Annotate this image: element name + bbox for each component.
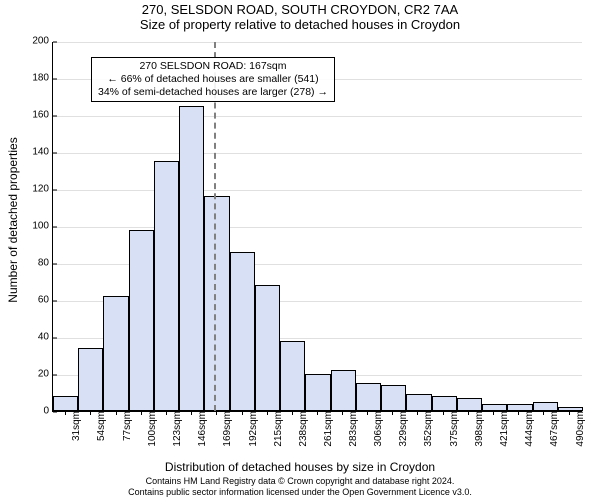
x-tick-mark	[443, 411, 444, 415]
x-tick-label: 31sqm	[69, 411, 82, 441]
histogram-bar	[280, 341, 305, 411]
y-tick-label: 20	[38, 369, 53, 380]
annotation-line-2: ← 66% of detached houses are smaller (54…	[98, 73, 328, 86]
x-tick-mark	[367, 411, 368, 415]
x-tick-mark	[292, 411, 293, 415]
histogram-bar	[507, 404, 532, 411]
histogram-bar	[406, 394, 431, 411]
grid-line	[53, 116, 582, 117]
y-tick-label: 180	[32, 73, 53, 84]
x-tick-label: 444sqm	[522, 411, 535, 447]
annotation-line-1: 270 SELSDON ROAD: 167sqm	[98, 60, 328, 73]
x-tick-label: 421sqm	[497, 411, 510, 447]
histogram-bar	[533, 402, 558, 411]
annotation-box: 270 SELSDON ROAD: 167sqm← 66% of detache…	[91, 57, 335, 102]
y-tick-label: 140	[32, 147, 53, 158]
histogram-bar	[53, 396, 78, 411]
x-tick-mark	[392, 411, 393, 415]
grid-line	[53, 153, 582, 154]
y-tick-label: 40	[38, 332, 53, 343]
x-tick-mark	[191, 411, 192, 415]
x-tick-label: 192sqm	[246, 411, 259, 447]
y-tick-label: 60	[38, 295, 53, 306]
x-axis-label: Distribution of detached houses by size …	[0, 460, 600, 474]
x-tick-mark	[90, 411, 91, 415]
x-tick-mark	[267, 411, 268, 415]
x-tick-mark	[417, 411, 418, 415]
x-tick-label: 146sqm	[195, 411, 208, 447]
x-tick-mark	[65, 411, 66, 415]
histogram-bar	[432, 396, 457, 411]
x-tick-label: 54sqm	[94, 411, 107, 441]
x-tick-mark	[493, 411, 494, 415]
x-tick-label: 238sqm	[296, 411, 309, 447]
footnote-line-1: Contains HM Land Registry data © Crown c…	[0, 476, 600, 487]
x-tick-label: 467sqm	[547, 411, 560, 447]
histogram-bar	[381, 385, 406, 411]
histogram-bar	[356, 383, 381, 411]
x-tick-label: 375sqm	[447, 411, 460, 447]
histogram-bar	[331, 370, 356, 411]
y-tick-label: 100	[32, 221, 53, 232]
histogram-bar	[179, 106, 204, 411]
x-tick-label: 329sqm	[396, 411, 409, 447]
x-tick-mark	[317, 411, 318, 415]
histogram-bar	[482, 404, 507, 411]
y-tick-label: 120	[32, 184, 53, 195]
grid-line	[53, 190, 582, 191]
x-tick-mark	[166, 411, 167, 415]
x-tick-label: 398sqm	[472, 411, 485, 447]
grid-line	[53, 227, 582, 228]
histogram-bar	[103, 296, 128, 411]
x-tick-label: 306sqm	[371, 411, 384, 447]
x-tick-mark	[216, 411, 217, 415]
x-tick-label: 215sqm	[271, 411, 284, 447]
x-tick-mark	[468, 411, 469, 415]
x-tick-label: 490sqm	[573, 411, 586, 447]
histogram-bar	[255, 285, 280, 411]
y-axis-label: Number of detached properties	[6, 137, 20, 302]
x-tick-mark	[242, 411, 243, 415]
footnote: Contains HM Land Registry data © Crown c…	[0, 476, 600, 498]
x-tick-mark	[116, 411, 117, 415]
x-tick-mark	[518, 411, 519, 415]
x-tick-label: 123sqm	[170, 411, 183, 447]
chart-title: 270, SELSDON ROAD, SOUTH CROYDON, CR2 7A…	[0, 2, 600, 17]
y-tick-label: 80	[38, 258, 53, 269]
histogram-bar	[129, 230, 154, 411]
x-tick-mark	[569, 411, 570, 415]
x-tick-mark	[141, 411, 142, 415]
x-tick-label: 261sqm	[321, 411, 334, 447]
x-tick-mark	[342, 411, 343, 415]
histogram-bar	[78, 348, 103, 411]
footnote-line-2: Contains public sector information licen…	[0, 487, 600, 498]
grid-line	[53, 42, 582, 43]
y-tick-label: 0	[43, 406, 53, 417]
x-tick-mark	[543, 411, 544, 415]
histogram-bar	[457, 398, 482, 411]
histogram-bar	[204, 196, 229, 411]
histogram-bar	[230, 252, 255, 411]
x-tick-label: 352sqm	[421, 411, 434, 447]
y-tick-label: 160	[32, 110, 53, 121]
histogram-bar	[305, 374, 330, 411]
x-tick-label: 169sqm	[220, 411, 233, 447]
x-tick-label: 77sqm	[120, 411, 133, 441]
annotation-line-3: 34% of semi-detached houses are larger (…	[98, 86, 328, 99]
plot-area: 02040608010012014016018020031sqm54sqm77s…	[52, 42, 582, 412]
x-tick-label: 100sqm	[145, 411, 158, 447]
y-tick-label: 200	[32, 36, 53, 47]
x-tick-label: 283sqm	[346, 411, 359, 447]
chart-subtitle: Size of property relative to detached ho…	[0, 17, 600, 32]
histogram-bar	[154, 161, 179, 411]
